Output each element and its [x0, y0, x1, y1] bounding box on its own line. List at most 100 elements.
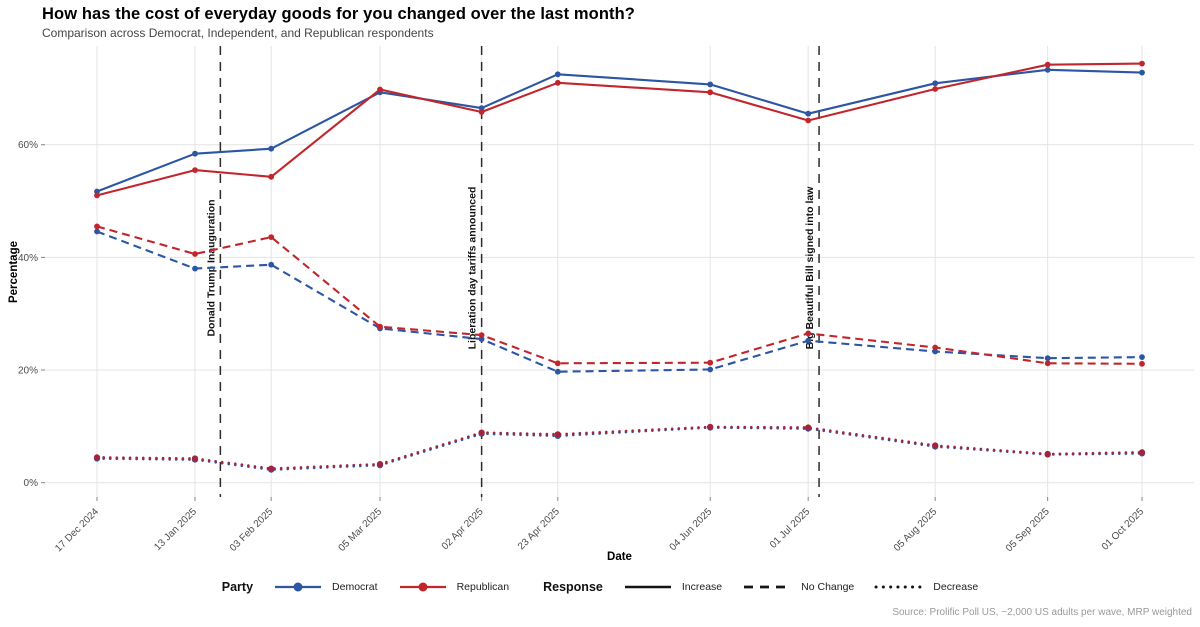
legend-response-title: Response [543, 580, 603, 594]
series-point-democrat-no-change [1139, 354, 1145, 360]
x-tick-label: 02 Apr 2025 [440, 506, 486, 552]
series-point-democrat-increase [1044, 66, 1051, 73]
series-point-republican-increase [1044, 61, 1051, 68]
x-tick-label: 05 Mar 2025 [337, 506, 385, 554]
series-point-republican-decrease [93, 454, 101, 461]
y-tick-label: 20% [18, 366, 38, 377]
x-tick-label: 01 Oct 2025 [1100, 506, 1147, 553]
series-point-republican-increase [478, 109, 485, 115]
x-tick-label: 17 Dec 2024 [53, 506, 101, 554]
series-point-democrat-no-change [932, 348, 939, 355]
series-point-democrat-increase [932, 80, 939, 87]
legend-label-no-change: No Change [801, 581, 855, 593]
series-point-republican-increase [932, 86, 939, 92]
series-point-republican-increase [554, 79, 561, 86]
legend-label-decrease: Decrease [933, 581, 979, 593]
annotation-label-liberation-day-tariffs-announced: Liberation day tariffs announced [467, 187, 479, 350]
series-point-democrat-no-change [1044, 355, 1051, 362]
legend-label-democrat: Democrat [332, 581, 378, 593]
series-point-republican-no-change [1044, 360, 1051, 367]
series-line-democrat-no-change [96, 230, 1143, 373]
series-point-democrat-no-change [707, 366, 714, 373]
series-point-republican-increase [805, 117, 812, 124]
series-line-republican-increase [96, 62, 1143, 197]
series-point-republican-decrease [805, 424, 812, 431]
legend-item-democrat: Democrat [273, 580, 378, 594]
solid-line-key-icon [624, 585, 671, 589]
x-tick-label: 13 Jan 2025 [152, 506, 199, 553]
series-point-democrat-increase [1139, 69, 1145, 76]
legend-group-response: Response Increase No Change Decrease [543, 580, 978, 594]
republican-line-key-icon [399, 582, 446, 592]
legend-party-title: Party [221, 580, 254, 594]
legend-item-decrease: Decrease [874, 580, 978, 594]
series-point-republican-increase [94, 192, 100, 199]
series-point-democrat-increase [554, 71, 561, 78]
legend-item-no-change: No Change [742, 580, 854, 594]
series-point-democrat-no-change [268, 261, 275, 268]
series-point-democrat-no-change [192, 265, 198, 272]
y-tick-label: 0% [24, 478, 39, 489]
series-point-republican-decrease [707, 423, 714, 430]
source-note: Source: Prolific Poll US, ~2,000 US adul… [892, 607, 1192, 618]
series-point-republican-increase [707, 89, 714, 96]
chart-subtitle: Comparison across Democrat, Independent,… [42, 26, 434, 40]
series-point-democrat-no-change [94, 228, 100, 235]
series-point-republican-decrease [554, 431, 561, 438]
series-point-republican-no-change [805, 330, 812, 337]
series-line-republican-no-change [96, 225, 1143, 365]
series-point-republican-no-change [192, 251, 198, 257]
legend-label-increase: Increase [681, 581, 723, 593]
series-point-republican-decrease [932, 442, 939, 449]
series-point-republican-increase [268, 173, 275, 180]
series-point-republican-decrease [191, 455, 199, 462]
x-tick-label: 05 Aug 2025 [892, 506, 940, 554]
series-point-democrat-no-change [554, 368, 561, 375]
series-point-republican-no-change [707, 359, 714, 366]
x-axis-title: Date [607, 551, 632, 563]
series-point-democrat-increase [805, 110, 812, 117]
series-point-democrat-increase [192, 150, 198, 157]
legend-group-party: Party Democrat Republican [222, 580, 509, 594]
legend-label-republican: Republican [456, 581, 510, 593]
series-point-republican-no-change [932, 344, 939, 351]
series-point-republican-increase [377, 86, 383, 93]
chart-title: How has the cost of everyday goods for y… [42, 5, 635, 23]
dotted-line-key-icon [874, 585, 924, 589]
series-line-democrat-decrease [95, 426, 1144, 471]
series-point-democrat-increase [268, 145, 275, 152]
x-tick-label: 04 Jun 2025 [668, 506, 715, 553]
legend-item-republican: Republican [398, 580, 510, 594]
dashed-line-key-icon [744, 585, 791, 589]
legend: Party Democrat Republican Response [0, 580, 1200, 594]
y-tick-label: 60% [18, 140, 38, 151]
series-point-democrat-no-change [805, 337, 812, 344]
series-point-republican-no-change [94, 223, 100, 230]
series-point-republican-decrease [1044, 450, 1051, 458]
annotation-label-big-beautiful-bill-signed-into-law: Big Beautiful Bill signed into law [804, 186, 816, 350]
x-tick-label: 23 Apr 2025 [516, 506, 562, 552]
series-point-republican-no-change [268, 234, 275, 241]
series-point-republican-decrease [478, 429, 485, 436]
democrat-line-key-icon [275, 582, 322, 592]
series-point-republican-increase [192, 167, 198, 174]
y-tick-label: 40% [18, 253, 38, 264]
x-tick-label: 05 Sep 2025 [1004, 506, 1052, 554]
series-line-democrat-increase [96, 68, 1143, 193]
series-point-republican-decrease [1138, 449, 1146, 456]
series-point-republican-no-change [478, 332, 485, 338]
series-point-republican-no-change [554, 360, 561, 367]
series-point-republican-increase [1139, 60, 1145, 67]
y-axis-title: Percentage [8, 240, 20, 304]
x-tick-label: 03 Feb 2025 [228, 506, 276, 554]
series-point-republican-decrease [376, 461, 384, 468]
series-point-democrat-no-change [478, 336, 485, 342]
series-point-republican-no-change [1139, 360, 1145, 367]
series-point-republican-no-change [377, 323, 383, 330]
series-point-democrat-increase [707, 81, 714, 88]
legend-item-increase: Increase [623, 580, 722, 594]
series-point-republican-decrease [268, 465, 275, 472]
x-tick-label: 01 Jul 2025 [768, 506, 813, 551]
